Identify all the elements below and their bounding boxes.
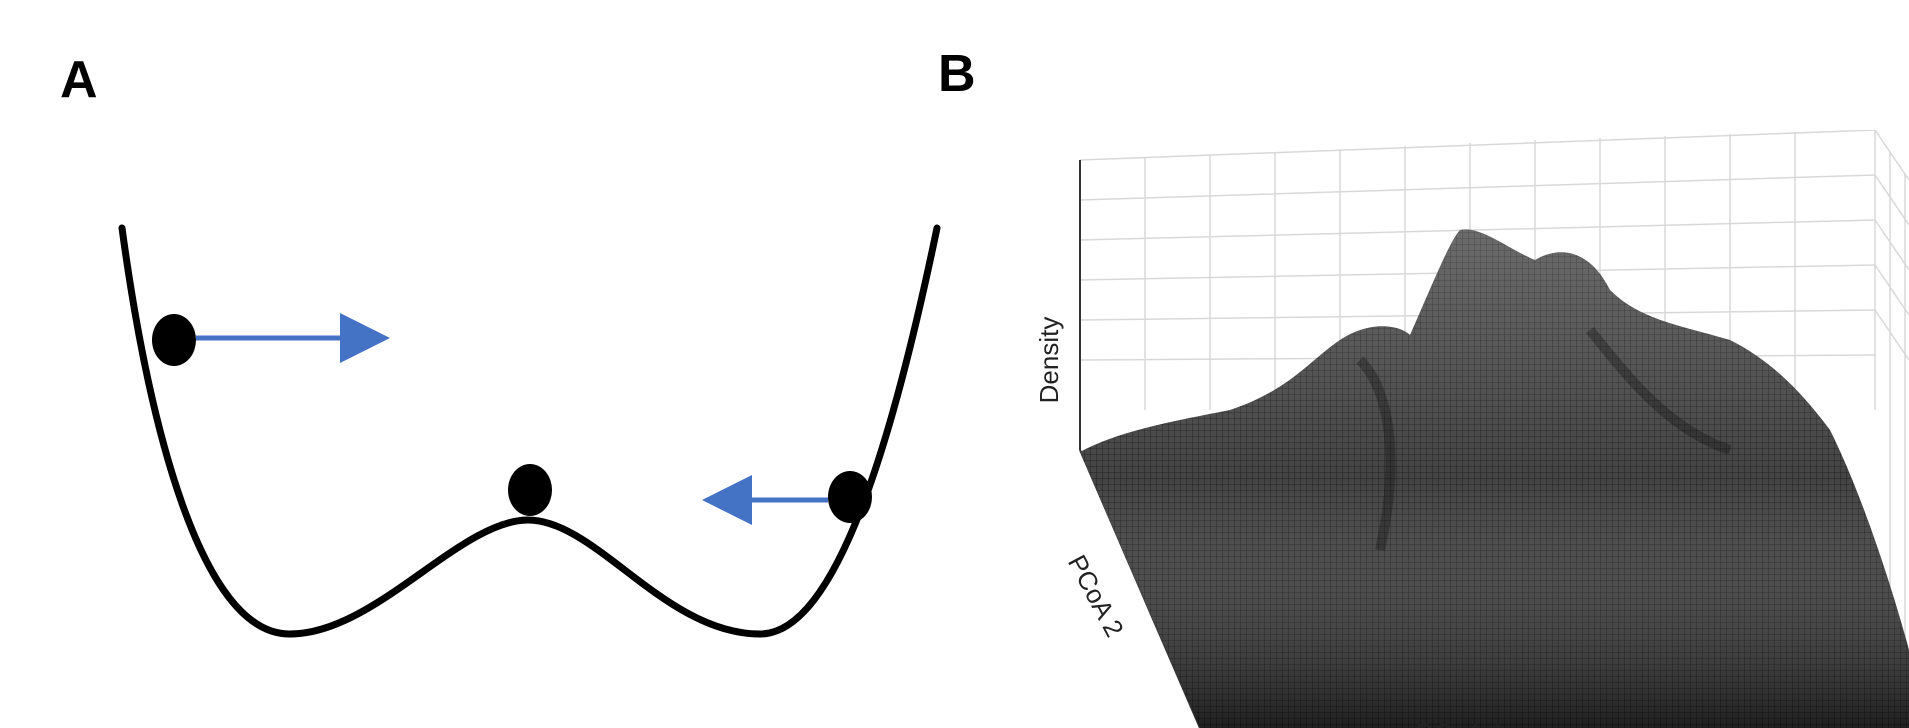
side-wall-grid — [1874, 130, 1909, 650]
x-axis-label: PCoA 1 — [1416, 718, 1504, 728]
density-surface — [1080, 229, 1909, 728]
ball-left — [152, 314, 196, 366]
ball-center — [508, 464, 552, 516]
panel-a-label: A — [60, 51, 98, 109]
double-well-diagram — [118, 224, 941, 638]
y-axis-label: PCoA 2 — [1062, 550, 1130, 642]
density-surface-plot: Density PCoA 2 PCoA 1 — [1034, 130, 1909, 728]
ball-right — [828, 471, 872, 523]
z-axis-label: Density — [1034, 317, 1064, 404]
panel-b-label: B — [938, 45, 976, 103]
potential-curve — [118, 224, 941, 638]
